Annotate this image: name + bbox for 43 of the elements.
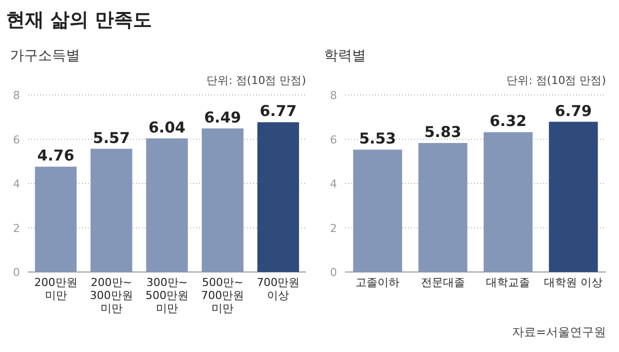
x-tick-label: 전문대졸	[420, 276, 465, 289]
bar	[202, 128, 244, 272]
data-label: 5.57	[92, 128, 130, 147]
y-tick-label: 4	[330, 178, 337, 190]
data-label: 6.77	[260, 102, 297, 120]
data-label: 6.04	[148, 118, 186, 136]
x-tick-label: 대학교졸	[486, 276, 530, 289]
text: 자료=서울연구원	[512, 325, 606, 339]
bar	[257, 122, 300, 272]
bar	[548, 122, 598, 272]
text: 단위: 점(10점 만점)	[506, 74, 606, 87]
x-tick-label: 500만~ 700만원 미만	[201, 276, 244, 315]
y-tick-label: 0	[13, 266, 20, 279]
y-tick-label: 6	[330, 133, 337, 146]
x-tick-label: 고졸이하	[356, 276, 400, 289]
x-tick-label: 700만원 이상	[256, 276, 300, 302]
y-tick-label: 8	[330, 89, 337, 102]
data-label: 4.76	[37, 146, 74, 165]
data-label: 6.79	[554, 102, 592, 120]
x-tick-label: 대학원 이상	[544, 276, 603, 289]
bar	[353, 150, 402, 272]
x-tick-label: 200만~ 300만원 미만	[90, 276, 133, 315]
bar	[90, 148, 132, 272]
data-label: 5.53	[359, 130, 396, 148]
x-tick-label: 200만원 미만	[34, 276, 78, 302]
y-tick-label: 0	[330, 266, 337, 279]
chart-subtitle: 학력별	[324, 48, 366, 64]
y-tick-label: 2	[13, 222, 20, 235]
y-tick-label: 6	[13, 133, 20, 146]
y-tick-label: 2	[330, 222, 337, 235]
bar	[418, 143, 468, 272]
bar	[484, 132, 533, 272]
bar	[146, 138, 188, 272]
data-label: 6.32	[490, 112, 527, 130]
chart-subtitle: 가구소득별	[10, 48, 80, 64]
text: 단위: 점(10점 만점)	[206, 74, 306, 87]
data-label: 5.83	[424, 123, 462, 142]
y-tick-label: 8	[13, 89, 20, 102]
data-label: 6.49	[204, 108, 242, 126]
x-tick-label: 300만~ 500만원 미만	[146, 276, 188, 315]
bar	[34, 166, 77, 272]
chart-title: 현재 삶의 만족도	[6, 9, 152, 31]
y-tick-label: 4	[13, 178, 20, 190]
